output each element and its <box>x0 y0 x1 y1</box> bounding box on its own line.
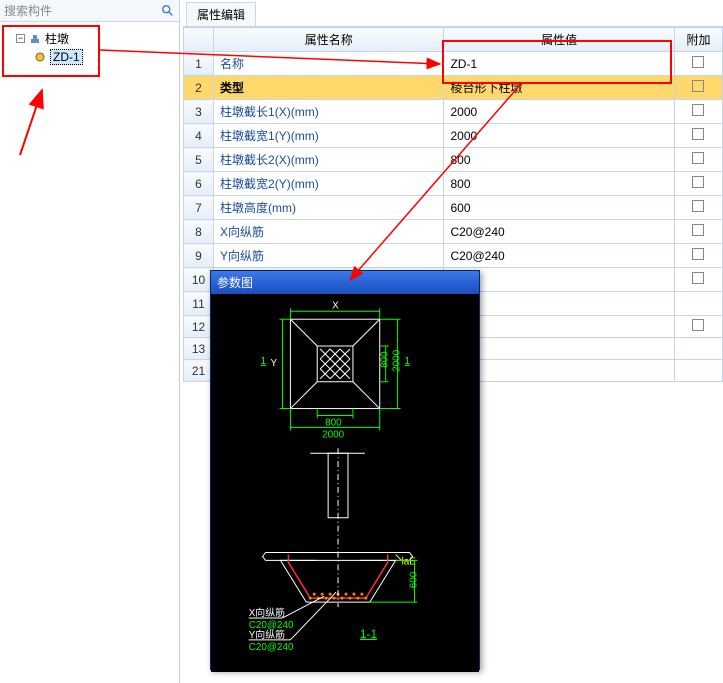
prop-name: 柱墩截宽1(Y)(mm) <box>214 124 444 148</box>
header-extra: 附加 <box>674 28 722 52</box>
diagram-title: 参数图 <box>211 271 479 294</box>
search-bar: 搜索构件 <box>0 0 179 22</box>
checkbox-icon[interactable] <box>692 80 704 92</box>
row-number: 8 <box>184 220 214 244</box>
checkbox-icon[interactable] <box>692 56 704 68</box>
prop-name: 柱墩截长1(X)(mm) <box>214 100 444 124</box>
svg-text:1-1: 1-1 <box>360 627 378 641</box>
table-row[interactable]: 6柱墩截宽2(Y)(mm)800 <box>184 172 723 196</box>
prop-extra[interactable] <box>674 100 722 124</box>
row-number: 2 <box>184 76 214 100</box>
checkbox-icon[interactable] <box>692 104 704 116</box>
prop-value[interactable]: 2000 <box>444 100 674 124</box>
table-row[interactable]: 3柱墩截长1(X)(mm)2000 <box>184 100 723 124</box>
left-panel: 搜索构件 − 柱墩 ZD-1 <box>0 0 180 683</box>
prop-extra[interactable] <box>674 292 722 316</box>
svg-text:C20@240: C20@240 <box>249 642 294 653</box>
svg-text:1: 1 <box>261 356 267 367</box>
diagram-body: X Y 1 1 800 2000 800 <box>211 294 479 672</box>
checkbox-icon[interactable] <box>692 152 704 164</box>
svg-text:Y向纵筋: Y向纵筋 <box>249 628 285 641</box>
prop-extra[interactable] <box>674 316 722 338</box>
prop-name: Y向纵筋 <box>214 244 444 268</box>
tree-root-node[interactable]: − 柱墩 <box>4 28 175 49</box>
prop-value[interactable]: 800 <box>444 148 674 172</box>
table-row[interactable]: 4柱墩截宽1(Y)(mm)2000 <box>184 124 723 148</box>
checkbox-icon[interactable] <box>692 248 704 260</box>
svg-text:X: X <box>332 300 339 311</box>
table-row[interactable]: 9Y向纵筋C20@240 <box>184 244 723 268</box>
prop-extra[interactable] <box>674 338 722 360</box>
pier-icon <box>29 33 41 45</box>
row-number: 4 <box>184 124 214 148</box>
row-number: 5 <box>184 148 214 172</box>
diagram-svg: X Y 1 1 800 2000 800 <box>211 294 479 672</box>
svg-text:2000: 2000 <box>322 429 345 440</box>
table-row[interactable]: 5柱墩截长2(X)(mm)800 <box>184 148 723 172</box>
tree-root-label: 柱墩 <box>45 30 69 47</box>
prop-name: 类型 <box>214 76 444 100</box>
prop-extra[interactable] <box>674 220 722 244</box>
prop-extra[interactable] <box>674 196 722 220</box>
svg-text:X向纵筋: X向纵筋 <box>249 606 285 619</box>
prop-name: 柱墩截长2(X)(mm) <box>214 148 444 172</box>
svg-text:Y: Y <box>271 358 278 369</box>
prop-extra[interactable] <box>674 148 722 172</box>
checkbox-icon[interactable] <box>692 224 704 236</box>
tree-child-node[interactable]: ZD-1 <box>4 49 175 65</box>
diagram-window[interactable]: 参数图 <box>210 270 480 670</box>
checkbox-icon[interactable] <box>692 272 704 284</box>
prop-extra[interactable] <box>674 268 722 292</box>
table-row[interactable]: 7柱墩高度(mm)600 <box>184 196 723 220</box>
svg-text:1: 1 <box>405 356 411 367</box>
table-row[interactable]: 2类型棱台形下柱墩 <box>184 76 723 100</box>
row-number: 1 <box>184 52 214 76</box>
svg-text:600: 600 <box>408 571 419 588</box>
item-icon <box>34 51 46 63</box>
prop-value[interactable]: 600 <box>444 196 674 220</box>
header-value: 属性值 <box>444 28 674 52</box>
row-number: 6 <box>184 172 214 196</box>
prop-extra[interactable] <box>674 244 722 268</box>
collapse-icon[interactable]: − <box>16 34 25 43</box>
row-number: 3 <box>184 100 214 124</box>
prop-name: 柱墩截宽2(Y)(mm) <box>214 172 444 196</box>
checkbox-icon[interactable] <box>692 128 704 140</box>
tab-properties[interactable]: 属性编辑 <box>186 2 256 26</box>
search-placeholder: 搜索构件 <box>4 2 161 19</box>
prop-value[interactable]: C20@240 <box>444 244 674 268</box>
tree-child-label: ZD-1 <box>50 49 83 65</box>
tree: − 柱墩 ZD-1 <box>0 22 179 71</box>
prop-value[interactable]: ZD-1 <box>444 52 674 76</box>
prop-value[interactable]: 800 <box>444 172 674 196</box>
prop-extra[interactable] <box>674 76 722 100</box>
search-icon[interactable] <box>161 4 175 18</box>
checkbox-icon[interactable] <box>692 200 704 212</box>
prop-name: 柱墩高度(mm) <box>214 196 444 220</box>
header-name: 属性名称 <box>214 28 444 52</box>
svg-text:800: 800 <box>325 417 342 428</box>
svg-text:2000: 2000 <box>392 349 403 372</box>
prop-extra[interactable] <box>674 360 722 382</box>
prop-value[interactable]: 2000 <box>444 124 674 148</box>
table-row[interactable]: 8X向纵筋C20@240 <box>184 220 723 244</box>
row-number: 7 <box>184 196 214 220</box>
header-blank <box>184 28 214 52</box>
prop-name: 名称 <box>214 52 444 76</box>
checkbox-icon[interactable] <box>692 176 704 188</box>
prop-extra[interactable] <box>674 124 722 148</box>
prop-name: X向纵筋 <box>214 220 444 244</box>
prop-value[interactable]: 棱台形下柱墩 <box>444 76 674 100</box>
checkbox-icon[interactable] <box>692 319 704 331</box>
row-number: 9 <box>184 244 214 268</box>
prop-extra[interactable] <box>674 172 722 196</box>
prop-value[interactable]: C20@240 <box>444 220 674 244</box>
table-row[interactable]: 1名称ZD-1 <box>184 52 723 76</box>
svg-text:800: 800 <box>380 351 391 368</box>
grid-header-row: 属性名称 属性值 附加 <box>184 28 723 52</box>
prop-extra[interactable] <box>674 52 722 76</box>
